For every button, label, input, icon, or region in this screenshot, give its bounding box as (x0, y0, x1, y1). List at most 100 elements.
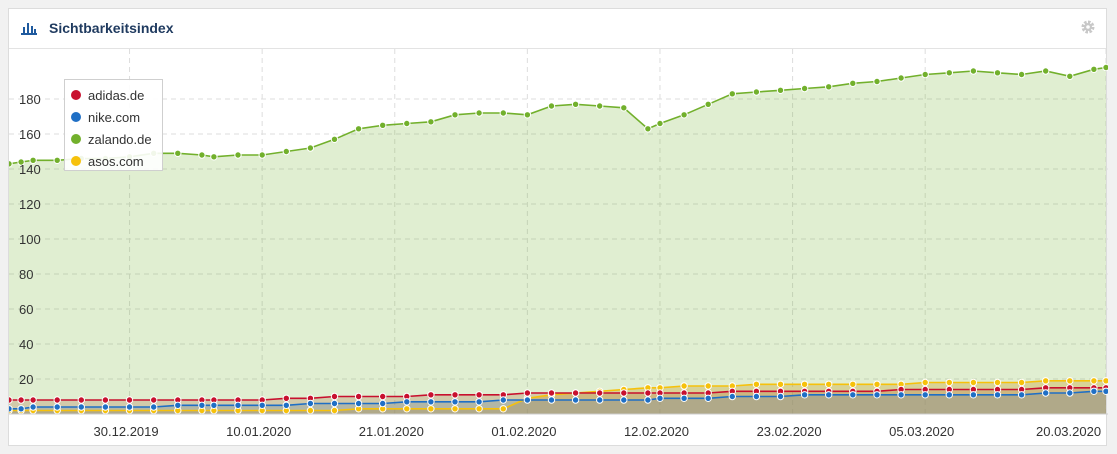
legend-dot-adidas (71, 90, 81, 100)
data-point-zalando-de (306, 144, 315, 152)
data-point-adidas-de (282, 394, 290, 402)
data-point-zalando-de (29, 156, 37, 165)
data-point-zalando-de (330, 135, 339, 144)
data-point-zalando-de (993, 69, 1002, 77)
data-point-nike-com (210, 401, 218, 409)
x-tick-label: 12.02.2020 (624, 424, 689, 439)
data-point-asos-com (1066, 377, 1074, 385)
data-point-asos-com (427, 405, 435, 413)
data-point-adidas-de (571, 389, 580, 397)
data-point-nike-com (752, 392, 761, 401)
data-point-zalando-de (969, 67, 978, 75)
data-point-nike-com (656, 394, 664, 402)
data-point-adidas-de (29, 396, 37, 404)
data-point-zalando-de (174, 149, 182, 158)
data-point-zalando-de (728, 90, 736, 98)
data-point-zalando-de (258, 151, 266, 159)
legend-item-zalando[interactable]: zalando.de (71, 128, 162, 150)
data-point-adidas-de (330, 392, 339, 401)
visibility-chart: 20 40 60 80 100 120 140 160 180 30.12.2019 10.01.2… (9, 49, 1108, 439)
data-point-zalando-de (680, 111, 688, 119)
data-point-zalando-de (921, 70, 929, 79)
data-point-zalando-de (1042, 67, 1050, 75)
data-point-nike-com (523, 396, 532, 404)
data-point-zalando-de (282, 147, 290, 156)
data-point-asos-com (993, 378, 1002, 387)
data-point-zalando-de (53, 156, 61, 165)
data-point-zalando-de (451, 111, 459, 119)
y-tick-label: 180 (19, 92, 41, 107)
data-point-zalando-de (379, 121, 387, 130)
data-point-asos-com (306, 406, 315, 415)
data-point-asos-com (403, 405, 411, 413)
data-point-asos-com (1017, 378, 1026, 387)
data-point-nike-com (53, 403, 61, 411)
data-point-zalando-de (620, 104, 628, 112)
data-point-zalando-de (523, 111, 532, 119)
data-point-nike-com (800, 391, 809, 399)
legend-item-adidas[interactable]: adidas.de (71, 84, 162, 106)
data-point-zalando-de (1017, 70, 1026, 79)
legend-dot-nike (71, 112, 81, 122)
y-tick-label: 100 (19, 232, 41, 247)
data-point-nike-com (728, 392, 736, 401)
data-point-nike-com (897, 391, 905, 399)
data-point-adidas-de (17, 396, 25, 404)
data-point-zalando-de (596, 102, 604, 110)
data-point-asos-com (475, 405, 483, 413)
data-point-asos-com (1102, 377, 1108, 385)
gear-icon[interactable] (1080, 19, 1096, 35)
data-point-nike-com (330, 399, 339, 408)
data-point-zalando-de (403, 119, 411, 128)
legend-item-nike[interactable]: nike.com (71, 106, 162, 128)
y-tick-label: 160 (19, 127, 41, 142)
data-point-nike-com (680, 394, 688, 402)
legend-dot-zalando (71, 134, 81, 144)
legend-label-adidas: adidas.de (88, 87, 145, 103)
data-point-asos-com (499, 405, 507, 413)
data-point-zalando-de (547, 102, 556, 110)
data-point-zalando-de (210, 153, 218, 161)
data-point-nike-com (306, 399, 315, 408)
data-point-zalando-de (198, 151, 206, 159)
data-point-zalando-de (945, 69, 953, 77)
data-point-nike-com (776, 392, 785, 401)
data-point-asos-com (451, 405, 459, 413)
data-point-nike-com (1066, 389, 1074, 397)
data-point-adidas-de (125, 396, 134, 404)
data-point-nike-com (198, 401, 206, 409)
data-point-nike-com (427, 398, 435, 406)
data-point-nike-com (379, 399, 387, 408)
legend-label-zalando: zalando.de (88, 131, 152, 147)
data-point-zalando-de (873, 77, 881, 86)
data-point-zalando-de (752, 88, 761, 96)
data-point-nike-com (921, 391, 929, 399)
data-point-nike-com (704, 394, 712, 402)
data-point-asos-com (921, 378, 929, 387)
data-point-zalando-de (427, 118, 435, 126)
data-point-nike-com (499, 396, 507, 404)
y-tick-label: 20 (19, 372, 33, 387)
bar-chart-icon (21, 23, 37, 35)
data-point-adidas-de (101, 396, 110, 404)
data-point-nike-com (849, 391, 857, 399)
y-tick-label: 60 (19, 302, 33, 317)
data-point-nike-com (451, 398, 459, 406)
data-point-nike-com (234, 401, 242, 409)
panel-header: Sichtbarkeitsindex (9, 9, 1106, 49)
area-zalando-de (9, 67, 1106, 414)
data-point-zalando-de (825, 83, 833, 91)
data-point-zalando-de (1066, 72, 1074, 81)
data-point-nike-com (354, 399, 363, 408)
chart-legend: adidas.de nike.com zalando.de asos.com (64, 79, 163, 171)
data-point-nike-com (644, 396, 652, 404)
data-point-asos-com (1042, 377, 1050, 385)
data-point-asos-com (776, 380, 785, 388)
data-point-nike-com (282, 401, 290, 409)
x-tick-label: 10.01.2020 (226, 424, 291, 439)
legend-item-asos[interactable]: asos.com (71, 150, 162, 172)
data-point-nike-com (873, 391, 881, 399)
data-point-asos-com (330, 406, 339, 415)
data-point-nike-com (1102, 387, 1108, 395)
area-asos-com (9, 380, 1106, 414)
